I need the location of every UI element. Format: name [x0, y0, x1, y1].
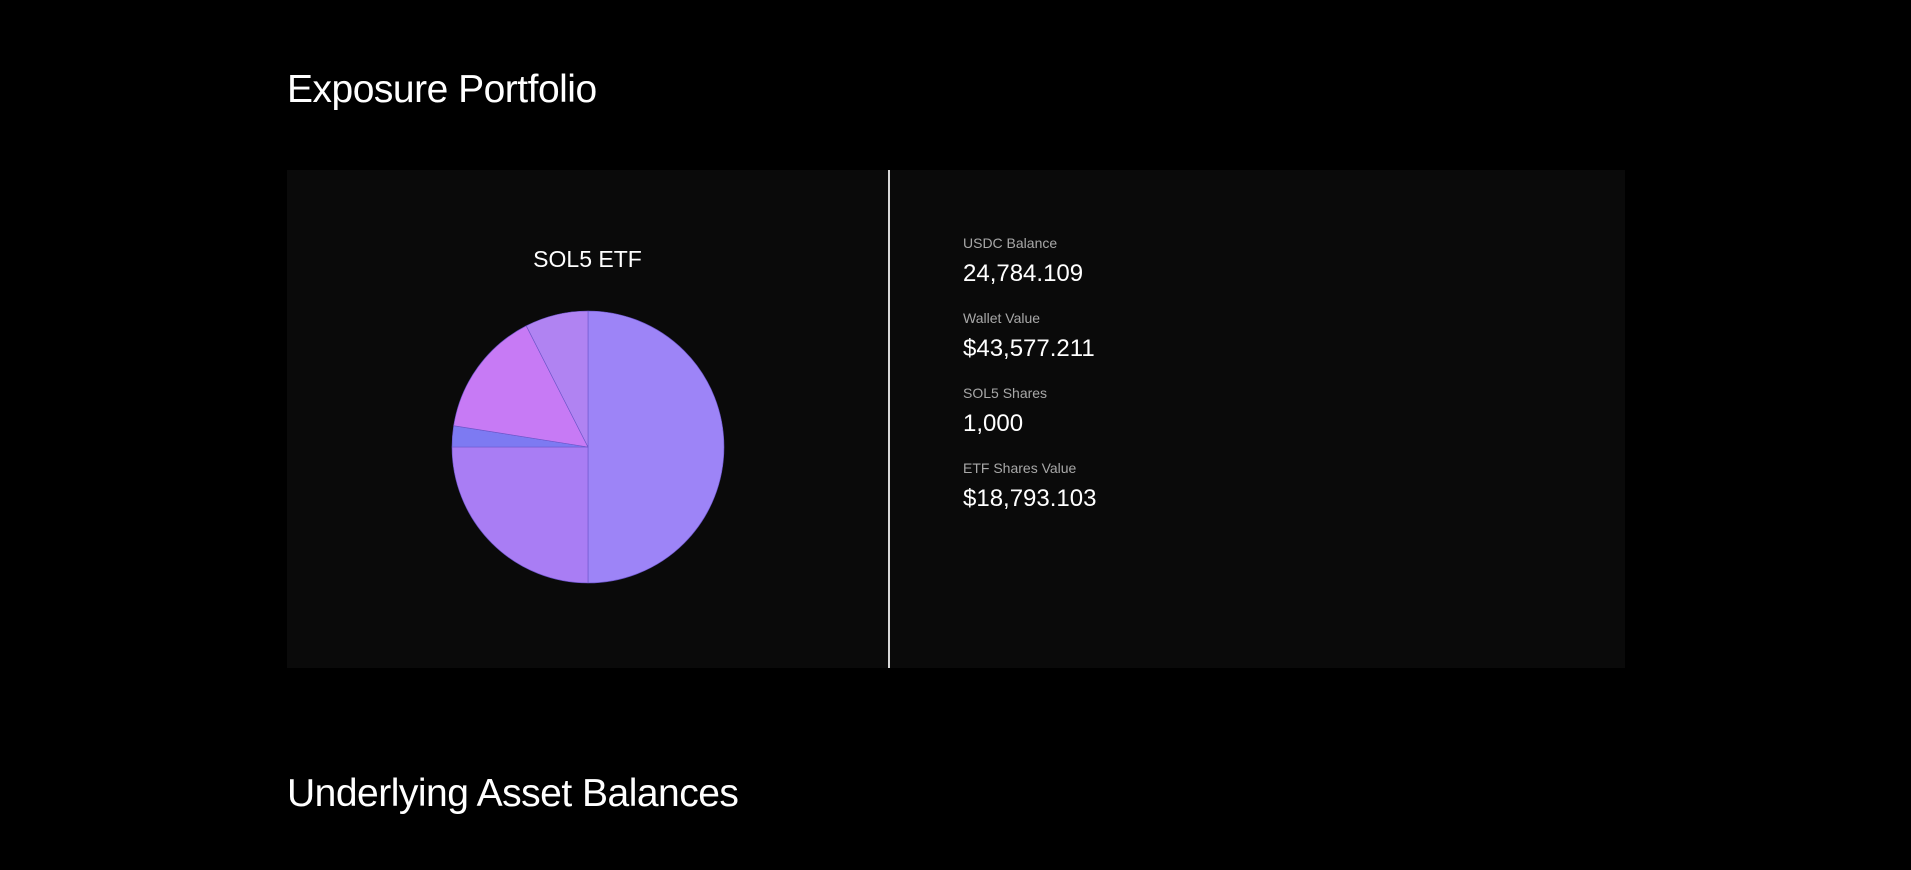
stat-sol5-shares: SOL5 Shares 1,000: [963, 384, 1096, 459]
stat-label: USDC Balance: [963, 235, 1058, 251]
pie-slice-1: [451, 446, 589, 584]
pie-slice-3: [453, 325, 589, 448]
stat-value: $18,793.103: [963, 485, 1097, 512]
chart-title: SOL5 ETF: [533, 246, 642, 272]
stat-usdc-balance: USDC Balance 24,784.109: [963, 234, 1096, 309]
stat-label: Wallet Value: [963, 310, 1041, 326]
stat-etf-shares-value: ETF Shares Value $18,793.103: [963, 459, 1096, 534]
exposure-card: SOL5 ETF USDC Balance 24,784.109 Wallet …: [287, 170, 1625, 668]
stat-value: $43,577.211: [963, 335, 1095, 362]
stat-value: 24,784.109: [963, 260, 1084, 287]
stat-wallet-value: Wallet Value $43,577.211: [963, 309, 1096, 384]
stat-value: 1,000: [963, 410, 1024, 437]
underlying-asset-balances-title: Underlying Asset Balances: [287, 772, 739, 815]
stat-label: ETF Shares Value: [963, 460, 1077, 476]
pie-slice-0: [587, 310, 725, 584]
stat-label: SOL5 Shares: [963, 385, 1048, 401]
pie-chart: [451, 310, 725, 584]
exposure-portfolio-title: Exposure Portfolio: [287, 68, 597, 111]
card-divider: [888, 170, 890, 668]
pie-slice-4: [525, 310, 589, 448]
stats-list: USDC Balance 24,784.109 Wallet Value $43…: [963, 234, 1096, 534]
